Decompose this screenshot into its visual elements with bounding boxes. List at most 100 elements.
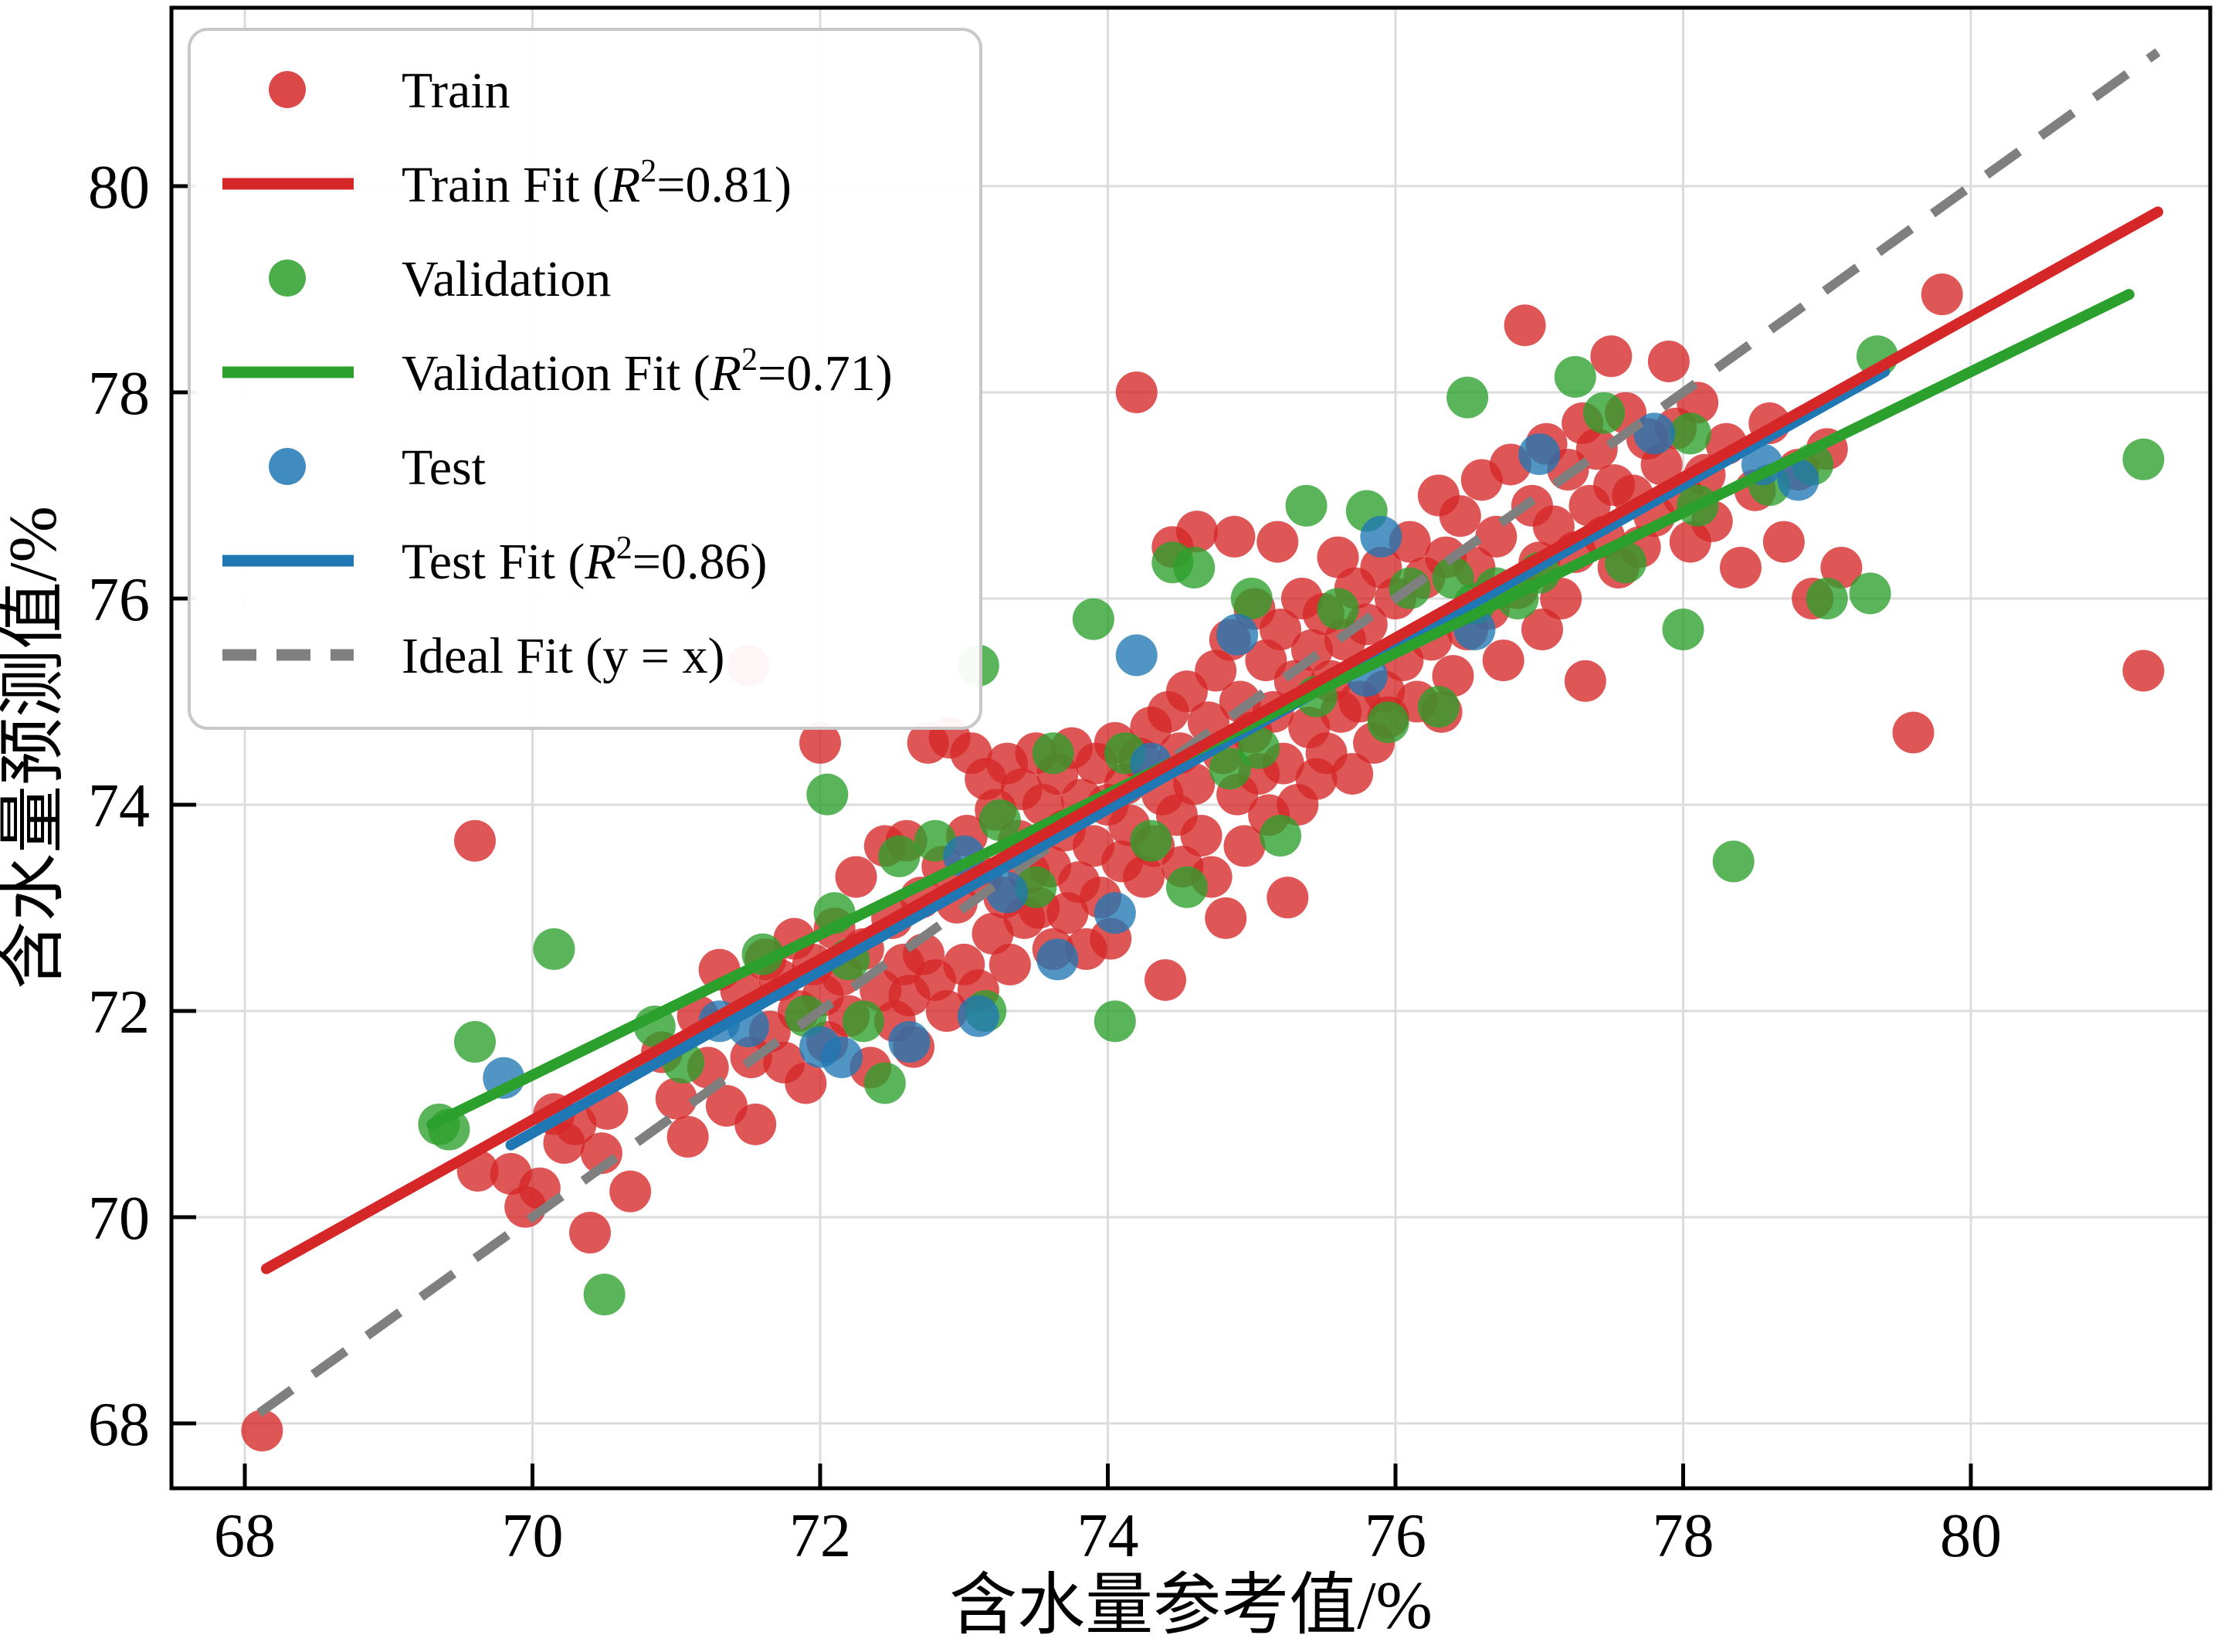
x-tick-label: 76 — [1365, 1502, 1426, 1570]
point-train — [1256, 521, 1299, 563]
point-validation — [863, 1062, 906, 1104]
point-validation — [1260, 815, 1301, 857]
legend-label: Validation Fit (R2=0.71) — [402, 342, 893, 402]
x-tick-label: 72 — [789, 1502, 851, 1570]
point-test — [1360, 515, 1402, 558]
point-train — [1504, 304, 1546, 347]
point-test — [1633, 412, 1676, 455]
point-train — [241, 1409, 283, 1452]
point-train — [1921, 273, 1963, 316]
point-validation — [583, 1274, 626, 1316]
point-test — [1216, 613, 1259, 656]
point-validation — [1712, 840, 1755, 883]
point-train — [2122, 650, 2165, 692]
point-test — [1036, 938, 1079, 981]
point-train — [1331, 752, 1374, 795]
point-validation — [1285, 484, 1328, 527]
point-train — [1115, 371, 1158, 413]
legend-item-test-fit: Test Fit (R2=0.86) — [222, 531, 767, 590]
point-train — [1205, 897, 1247, 939]
point-train — [1647, 340, 1690, 382]
point-train — [972, 912, 1014, 955]
point-train — [1575, 428, 1618, 470]
point-test — [1777, 459, 1819, 501]
point-validation — [1238, 727, 1280, 769]
point-train — [1180, 815, 1223, 857]
point-validation — [1662, 609, 1704, 651]
y-tick-label: 72 — [88, 979, 150, 1046]
point-train — [1317, 536, 1359, 578]
point-validation — [978, 799, 1021, 842]
point-validation — [1209, 748, 1251, 790]
point-train — [925, 990, 968, 1032]
point-validation — [1173, 546, 1216, 589]
point-train — [1521, 609, 1563, 651]
point-train — [734, 1103, 777, 1145]
point-train — [1267, 877, 1309, 919]
point-test — [888, 1021, 931, 1063]
x-axis-label: 含水量参考值/% — [949, 1569, 1433, 1644]
axis-tick-labels: 68 70 72 74 76 78 80 68 70 72 74 76 78 80 — [88, 154, 2002, 1570]
point-train — [1892, 711, 1935, 754]
point-train — [1213, 515, 1256, 558]
x-tick-label: 68 — [214, 1502, 276, 1570]
legend-marker-dot — [269, 71, 306, 108]
x-tick-label: 74 — [1077, 1502, 1139, 1570]
point-train — [785, 1062, 827, 1104]
point-train — [1173, 763, 1216, 806]
point-validation — [1554, 355, 1596, 398]
fit-line-validation-fit — [426, 289, 2135, 1130]
point-test — [1094, 892, 1136, 935]
point-validation — [1230, 578, 1273, 619]
point-validation — [1583, 392, 1626, 434]
point-train — [1475, 515, 1518, 558]
point-train — [1439, 495, 1481, 538]
point-train — [1175, 511, 1218, 553]
point-validation — [1072, 598, 1114, 640]
y-axis-label: 含水量预测值/% — [0, 506, 71, 989]
x-tick-label: 80 — [1940, 1502, 2002, 1570]
point-train — [1820, 546, 1863, 589]
y-tick-label: 78 — [88, 360, 150, 428]
legend-box — [188, 28, 982, 730]
point-validation — [1669, 412, 1711, 455]
point-validation — [533, 928, 575, 970]
point-train — [1360, 546, 1402, 589]
legend-marker-dot — [269, 260, 306, 297]
point-train — [1145, 958, 1186, 1001]
point-validation — [1417, 686, 1460, 728]
fit-line-train-fit — [260, 206, 2164, 1274]
point-train — [666, 1115, 709, 1158]
legend-label: Train Fit (R2=0.81) — [402, 154, 792, 213]
y-tick-label: 68 — [88, 1391, 150, 1459]
point-validation — [1849, 572, 1891, 615]
point-test — [986, 871, 1029, 914]
y-tick-label: 70 — [88, 1185, 150, 1253]
point-validation — [806, 773, 849, 816]
point-train — [835, 856, 877, 898]
point-test — [1115, 634, 1158, 677]
point-train — [1762, 521, 1805, 563]
point-test — [957, 995, 999, 1037]
legend-item-validation: Validation — [269, 251, 611, 307]
legend-item-validation-fit: Validation Fit (R2=0.71) — [222, 342, 893, 402]
fit-lines — [256, 48, 2164, 1417]
point-train — [609, 1170, 652, 1213]
point-train — [989, 943, 1031, 985]
point-validation — [1094, 1000, 1136, 1043]
fit-line-ideal-fit — [256, 48, 2161, 1417]
point-validation — [1130, 819, 1172, 862]
y-tick-label: 80 — [88, 154, 150, 222]
y-tick-label: 74 — [88, 772, 150, 840]
legend-item-train-fit: Train Fit (R2=0.81) — [222, 154, 792, 213]
legend-label: Test — [402, 439, 486, 496]
point-validation — [878, 835, 921, 877]
point-validation — [1446, 376, 1489, 419]
legend-marker-dot — [269, 448, 306, 485]
legend-label: Train — [402, 63, 510, 119]
x-tick-label: 78 — [1653, 1502, 1714, 1570]
point-train — [655, 1077, 697, 1120]
point-train — [1564, 660, 1606, 702]
point-train — [1482, 639, 1524, 682]
